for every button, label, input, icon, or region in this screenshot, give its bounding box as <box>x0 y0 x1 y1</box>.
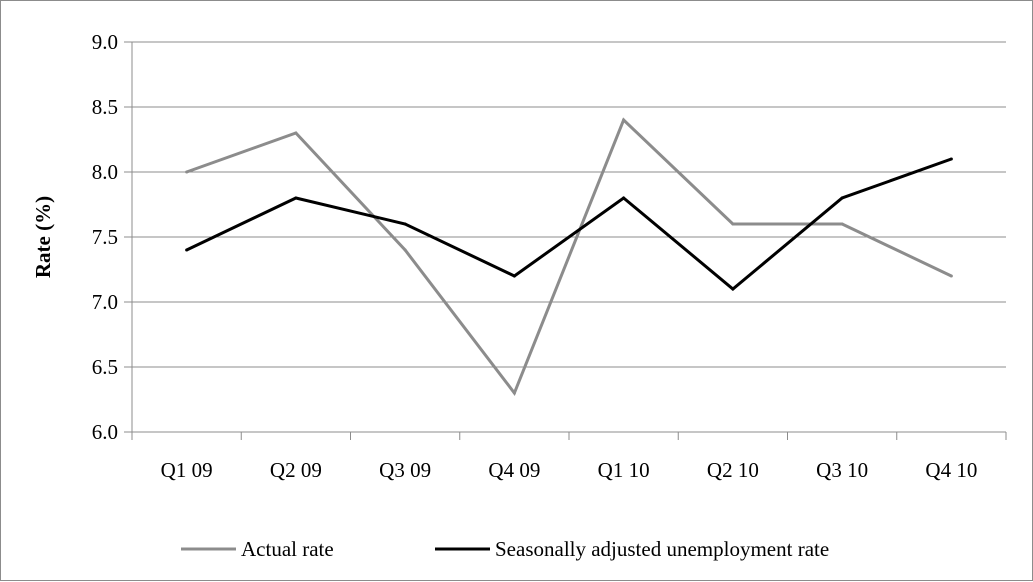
x-tick-label: Q1 09 <box>161 458 213 482</box>
data-point <box>731 287 735 291</box>
gridlines <box>124 41 1006 433</box>
y-tick-label: 6.5 <box>92 355 118 379</box>
legend-label-1: Actual rate <box>241 537 334 561</box>
data-point <box>294 131 298 135</box>
series-line-2 <box>185 157 952 291</box>
y-axis-tick-labels: 6.0 6.5 7.0 7.5 8.0 8.5 9.0 <box>92 30 118 444</box>
series-lines <box>185 117 953 397</box>
x-tick-label: Q1 10 <box>598 458 650 482</box>
y-tick-label: 7.0 <box>92 290 118 314</box>
y-tick-label: 6.0 <box>92 420 118 444</box>
y-tick-label: 8.5 <box>92 95 118 119</box>
data-point <box>622 196 626 200</box>
y-tick-label: 8.0 <box>92 160 118 184</box>
data-point <box>731 222 735 226</box>
data-point <box>185 248 189 252</box>
data-point <box>403 248 407 252</box>
data-point <box>949 157 953 161</box>
legend: Actual rate Seasonally adjusted unemploym… <box>181 537 829 561</box>
x-tick-label: Q2 09 <box>270 458 322 482</box>
x-tick-label: Q3 10 <box>816 458 868 482</box>
x-tick-label: Q4 10 <box>925 458 977 482</box>
data-point <box>840 222 844 226</box>
data-point <box>512 274 516 278</box>
x-tick-label: Q4 09 <box>488 458 540 482</box>
data-point <box>949 274 953 278</box>
data-point <box>294 196 298 200</box>
y-axis-label: Rate (%) <box>31 196 55 278</box>
x-tick-label: Q2 10 <box>707 458 759 482</box>
y-tick-label: 9.0 <box>92 30 118 54</box>
x-axis-tick-labels: Q1 09 Q2 09 Q3 09 Q4 09 Q1 10 Q2 10 Q3 10 Q4 10 <box>131 432 1007 482</box>
data-point <box>840 196 844 200</box>
x-tick-label: Q3 09 <box>379 458 431 482</box>
data-point <box>403 222 407 226</box>
series-line-1 <box>186 117 953 397</box>
legend-label-2: Seasonally adjusted unemployment rate <box>495 537 829 561</box>
y-tick-label: 7.5 <box>92 225 118 249</box>
data-point <box>622 118 626 122</box>
data-point <box>185 170 189 174</box>
data-point <box>512 391 516 395</box>
